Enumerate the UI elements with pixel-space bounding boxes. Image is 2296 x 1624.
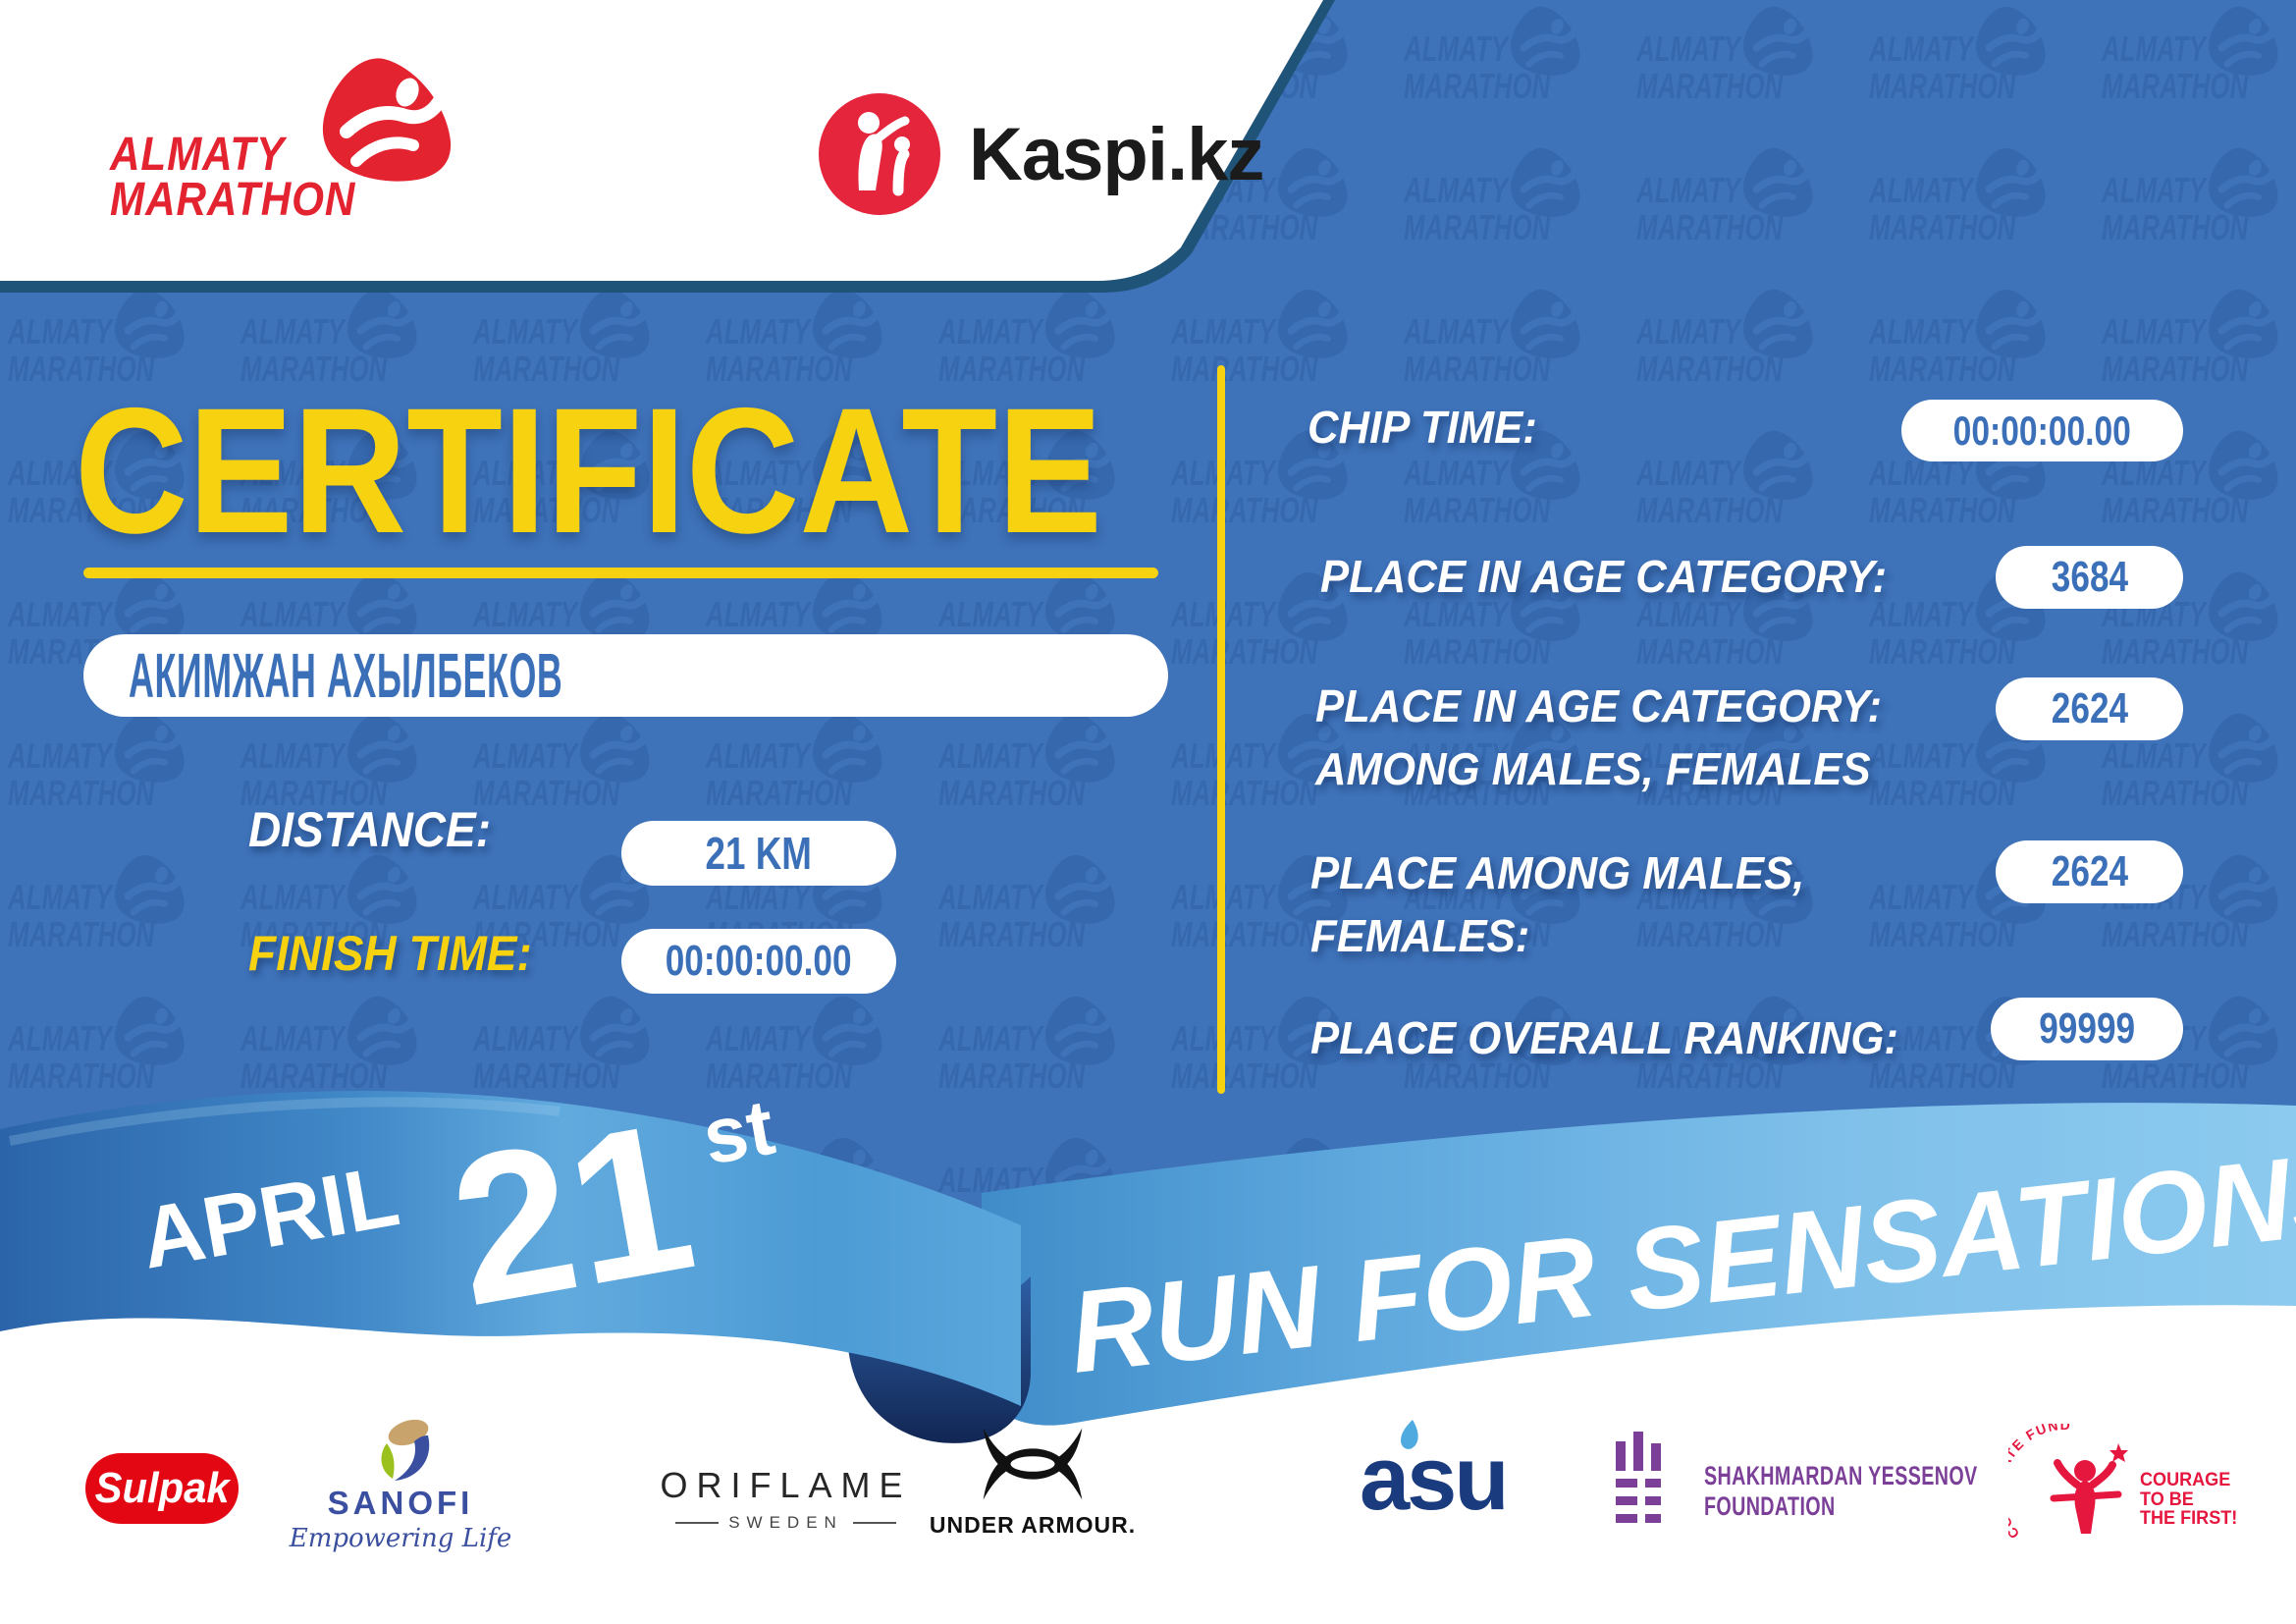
participant-name-field: АКИМЖАН АХЫЛБЕКОВ: [83, 634, 1168, 717]
kaspi-logo: Kaspi.kz: [818, 90, 1264, 218]
ribbon-slogan: RUN FOR SENSATIONS: [1063, 1126, 2296, 1398]
kaspi-wordmark: Kaspi.kz: [969, 112, 1264, 196]
place-gender-label-line1: PLACE AMONG MALES,: [1310, 847, 1805, 898]
place-gender-label-line2: FEMALES:: [1310, 910, 1530, 961]
sponsor-courage-logo: CORPORATE FUND COURAGE TO BE THE FIRST!: [2008, 1424, 2243, 1546]
place-age-gender-label-line2: AMONG MALES, FEMALES: [1315, 743, 1871, 794]
oriflame-country: SWEDEN: [728, 1513, 843, 1532]
participant-name: АКИМЖАН АХЫЛБЕКОВ: [129, 640, 563, 711]
title-underline: [83, 568, 1158, 578]
place-gender-field: 2624: [1996, 840, 2183, 903]
place-age-category-field: 3684: [1996, 546, 2183, 609]
courage-line1: COURAGE: [2140, 1470, 2231, 1490]
sanofi-wordmark: SANOFI: [327, 1485, 474, 1521]
ribbon-sheen: [9, 1097, 561, 1146]
header-card: [0, 0, 1335, 293]
ribbon-right-band: [982, 1103, 2296, 1426]
finish-time-value-field: 00:00:00.00: [621, 929, 896, 994]
kaspi-icon: [819, 93, 940, 215]
place-age-gender-label-line1: PLACE IN AGE CATEGORY:: [1315, 680, 1883, 731]
ribbon-day-suffix: st: [696, 1083, 780, 1181]
oriflame-rule-right: [852, 1522, 896, 1524]
place-gender-value: 2624: [2051, 847, 2128, 895]
asu-droplet-icon: [1401, 1420, 1418, 1449]
almaty-word-line2: MARATHON: [110, 174, 356, 226]
sanofi-tagline: Empowering Life: [289, 1524, 512, 1553]
sponsor-sulpak-logo: Sulpak: [85, 1453, 239, 1524]
courage-line3: THE FIRST!: [2140, 1508, 2238, 1529]
ribbon-day: 21: [436, 1076, 708, 1350]
sponsor-oriflame-logo: ORIFLAME SWEDEN: [660, 1465, 902, 1533]
sponsor-asu-logo: asu: [1360, 1420, 1510, 1529]
place-overall-label: PLACE OVERALL RANKING:: [1310, 1012, 1898, 1063]
asu-wordmark: asu: [1360, 1429, 1510, 1529]
courage-wordmark: COURAGE TO BE THE FIRST!: [2140, 1471, 2237, 1529]
ribbon-month: APRIL: [133, 1146, 405, 1286]
place-age-category-label: PLACE IN AGE CATEGORY:: [1320, 551, 1888, 602]
distance-value-field: 21 KM: [621, 821, 896, 886]
place-overall-field: 99999: [1991, 998, 2183, 1060]
chip-time-label: CHIP TIME:: [1308, 402, 1537, 453]
courage-arc-label: CORPORATE FUND: [2008, 1424, 2070, 1542]
sponsor-sanofi-logo: SANOFI Empowering Life: [290, 1420, 511, 1553]
distance-label: DISTANCE:: [248, 802, 492, 857]
place-overall-value: 99999: [2039, 1004, 2135, 1053]
svg-text:CORPORATE FUND: CORPORATE FUND: [2008, 1424, 2071, 1542]
chip-time-value: 00:00:00.00: [1952, 406, 2132, 454]
oriflame-wordmark: ORIFLAME: [660, 1465, 912, 1505]
yessenov-line2: FOUNDATION: [1704, 1491, 1836, 1521]
ribbon-fold: [847, 1276, 1031, 1443]
chip-time-field: 00:00:00.00: [1901, 400, 2183, 461]
distance-value: 21 KM: [705, 828, 813, 879]
place-age-gender-value: 2624: [2051, 684, 2128, 732]
courage-runner-icon: CORPORATE FUND: [2008, 1424, 2128, 1542]
almaty-marathon-logo: ALMATY MARATHON: [110, 39, 581, 245]
column-divider: [1217, 365, 1225, 1094]
almaty-marathon-drop-icon: [322, 58, 452, 182]
sulpak-wordmark: Sulpak: [94, 1464, 230, 1512]
ribbon-left-band: [0, 1091, 1021, 1406]
place-age-category-value: 3684: [2051, 553, 2128, 601]
yessenov-wordmark: SHAKHMARDAN YESSENOV FOUNDATION: [1704, 1461, 1978, 1522]
sponsor-under-armour-logo: UNDER ARMOUR.: [930, 1426, 1135, 1539]
finish-time-label: FINISH TIME:: [248, 926, 532, 981]
oriflame-rule-left: [675, 1522, 720, 1524]
finish-time-value: 00:00:00.00: [666, 937, 852, 985]
place-age-gender-field: 2624: [1996, 677, 2183, 740]
sanofi-bird-icon: [381, 1420, 430, 1481]
yessenov-line1: SHAKHMARDAN YESSENOV: [1704, 1461, 1978, 1490]
under-armour-icon: [983, 1428, 1083, 1500]
almaty-marathon-wordmark: ALMATY MARATHON: [110, 129, 356, 226]
under-armour-wordmark: UNDER ARMOUR.: [929, 1512, 1137, 1538]
almaty-word-line1: ALMATY: [110, 129, 286, 181]
certificate-title: CERTIFICATE: [75, 370, 1102, 570]
courage-line2: TO BE: [2140, 1489, 2194, 1510]
bottom-white-area: [0, 1177, 2296, 1624]
yessenov-icon: [1616, 1432, 1661, 1523]
